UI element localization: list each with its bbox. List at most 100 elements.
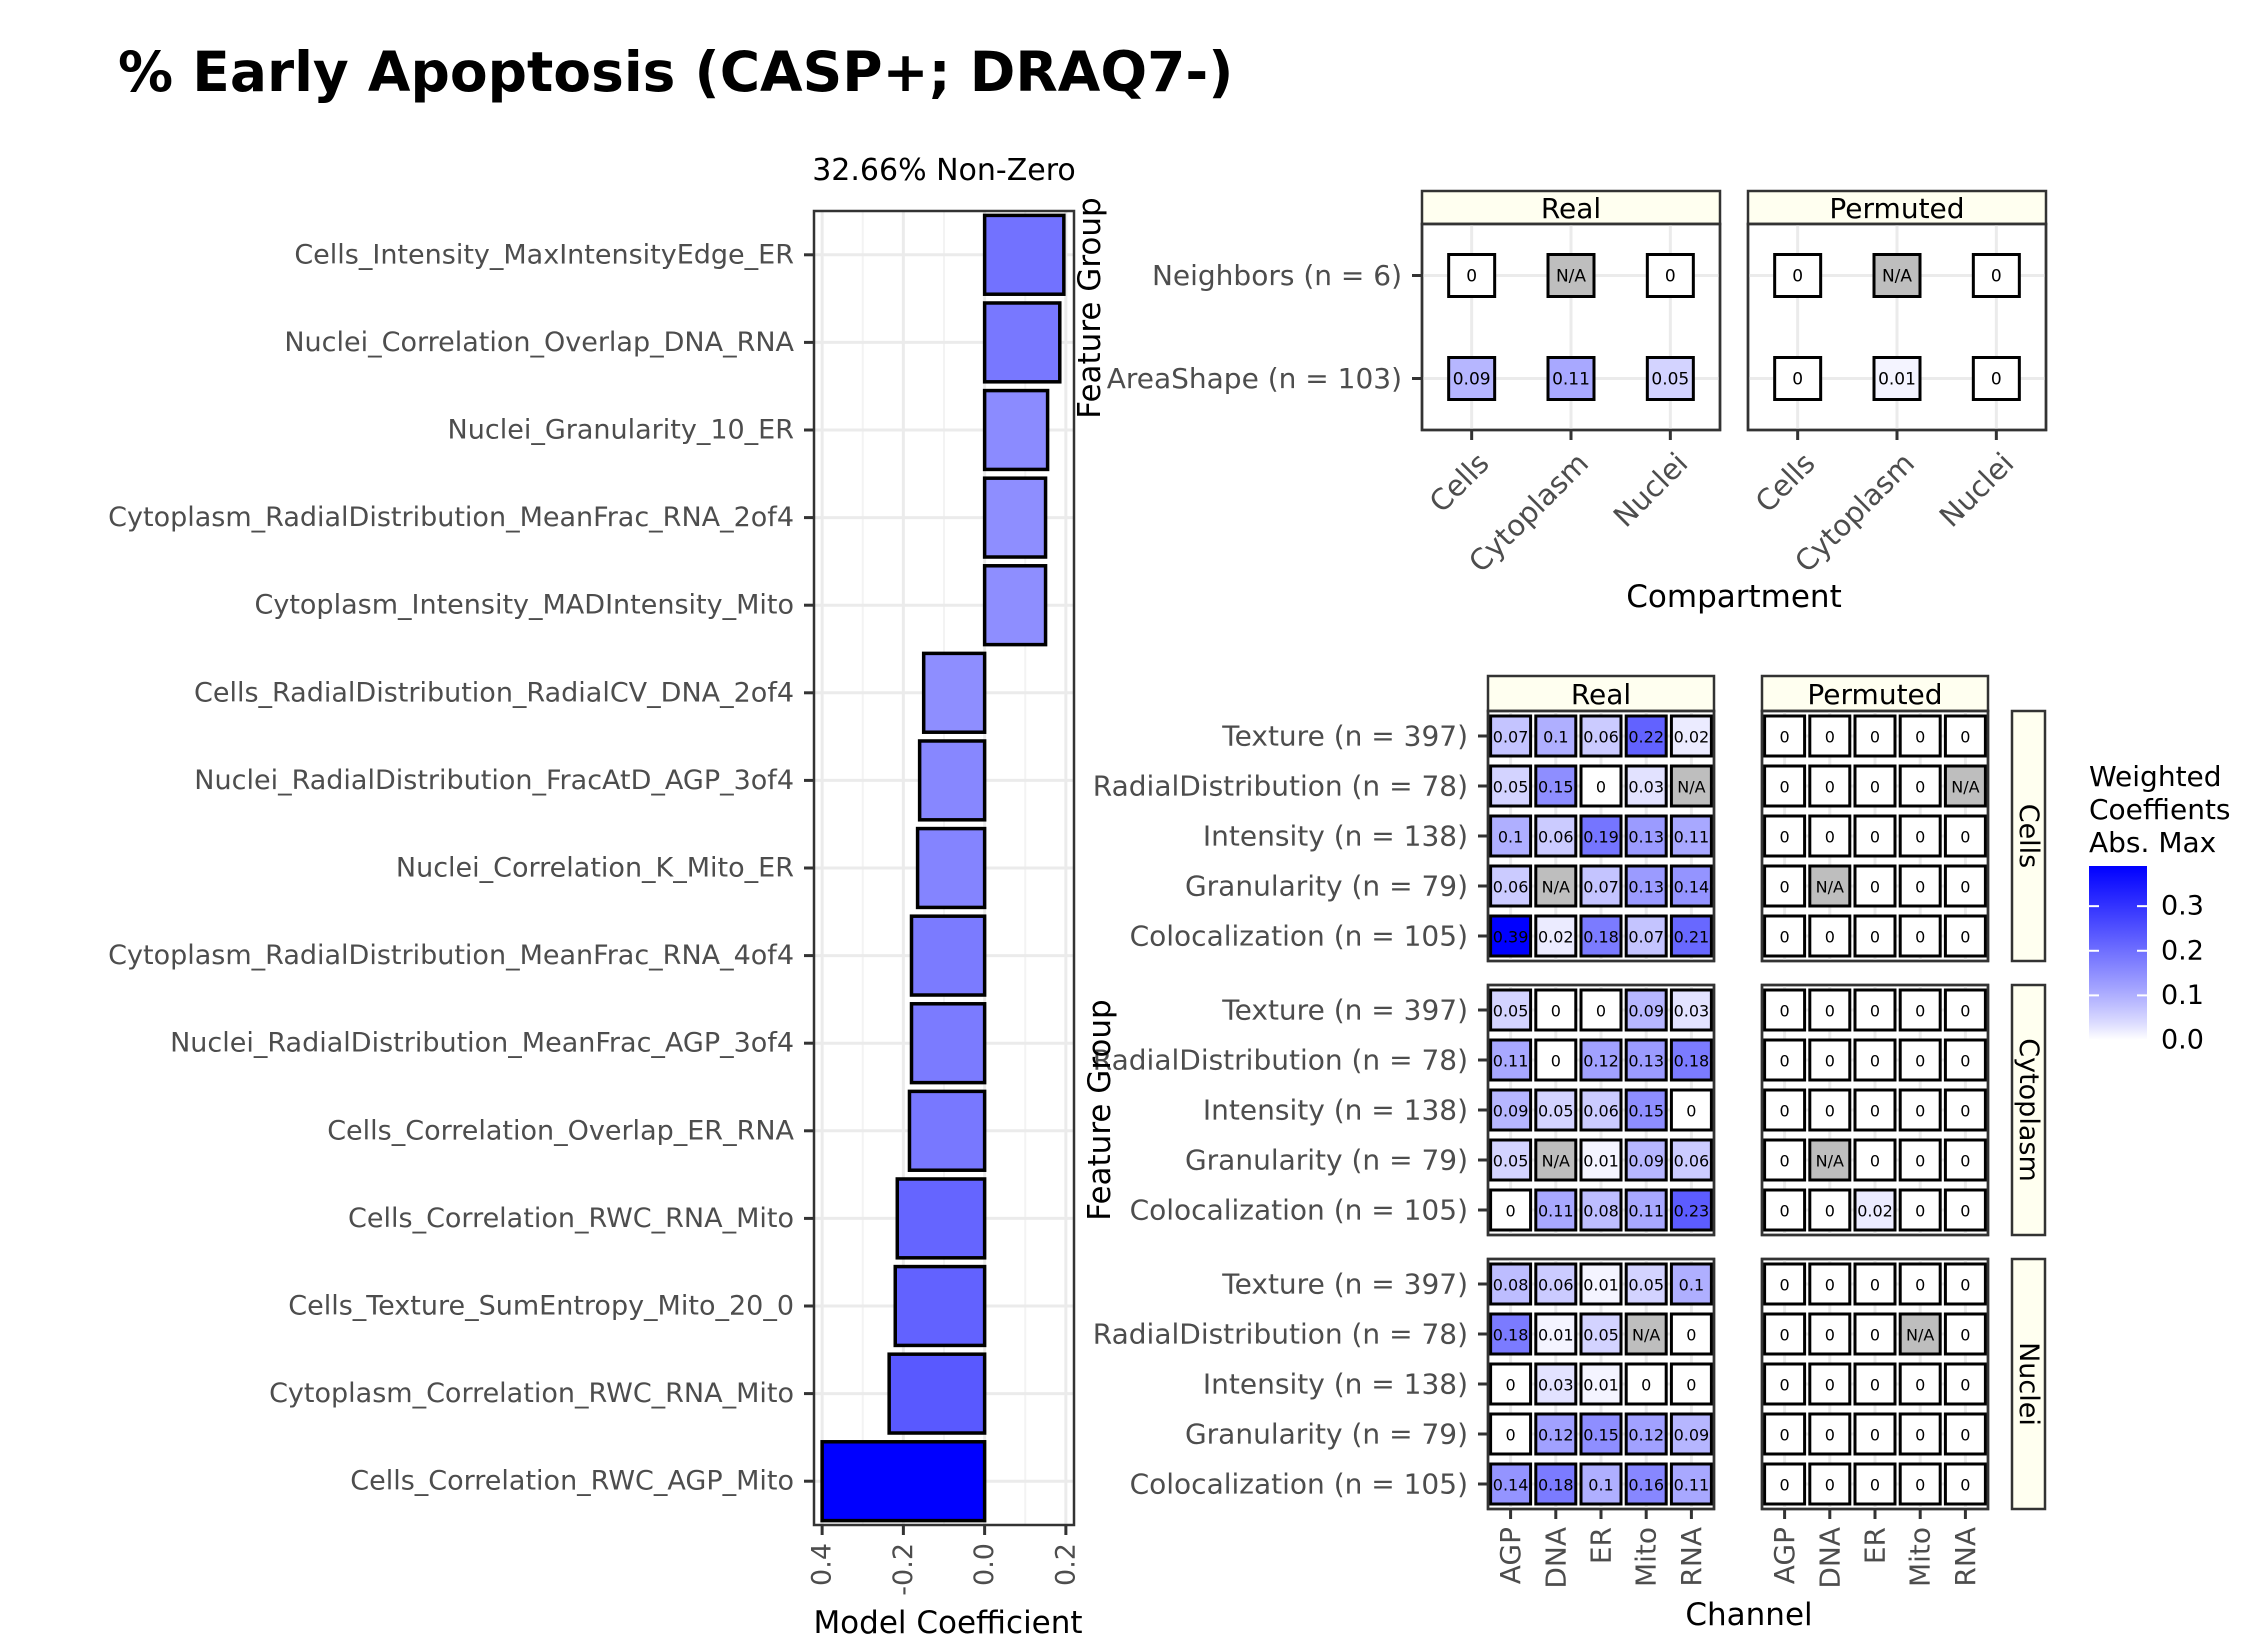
cell-value-label: 0.39 — [1493, 928, 1529, 947]
heatmap-cell — [1579, 1188, 1623, 1232]
cell-value-label: 0 — [1915, 1152, 1925, 1171]
heatmap-cell — [1808, 1362, 1852, 1406]
heatmap-cell — [1898, 1088, 1942, 1132]
legend-title: Coeffients — [2089, 793, 2231, 826]
heatmap-cell — [1853, 1362, 1897, 1406]
heatmap-cell — [1579, 1038, 1623, 1082]
heatmap-cell — [1898, 1362, 1942, 1406]
cell-value-label: 0 — [1991, 370, 2002, 390]
cell-value-label: 0 — [1780, 1376, 1790, 1395]
cell-value-label: 0.06 — [1538, 828, 1574, 847]
heatmap-cell — [1489, 814, 1533, 858]
cell-value-label: 0 — [1915, 878, 1925, 897]
cell-value-label: 0.11 — [1493, 1052, 1529, 1071]
x-tick-label: Mito — [1630, 1527, 1663, 1587]
cell-value-label: 0.1 — [1498, 828, 1523, 847]
cell-value-label: 0.08 — [1583, 1202, 1619, 1221]
facet-strip-label: Cytoplasm — [2013, 1038, 2044, 1182]
heatmap-cell — [1489, 1038, 1533, 1082]
cell-value-label: 0 — [1991, 267, 2002, 287]
y-tick-label: Granularity (n = 79) — [1185, 1418, 1468, 1451]
heatmap-cell — [1943, 1362, 1987, 1406]
cell-value-label: 0 — [1960, 1102, 1970, 1121]
y-tick-label: Texture (n = 397) — [1221, 1268, 1468, 1301]
heatmap-cell — [1763, 1462, 1807, 1506]
cell-value-label: 0 — [1825, 828, 1835, 847]
bar — [909, 1002, 987, 1085]
cell-value-label: 0 — [1960, 878, 1970, 897]
cell-value-label: 0 — [1780, 1052, 1790, 1071]
heatmap-cell — [1773, 253, 1823, 298]
heatmap-cell — [1898, 1188, 1942, 1232]
cell-value-label: N/A — [1951, 778, 1979, 797]
cell-value-label: 0.1 — [1588, 1476, 1613, 1495]
cell-value-label: 0.05 — [1493, 1002, 1529, 1021]
heatmap-cell — [1534, 1088, 1578, 1132]
facet-strip-label: Nuclei — [2013, 1342, 2044, 1426]
heatmap-cell — [1579, 714, 1623, 758]
bar — [887, 1352, 987, 1435]
heatmap-cell — [1853, 1188, 1897, 1232]
heatmap-cell — [1763, 1138, 1807, 1182]
cell-value-label: 0 — [1870, 1476, 1880, 1495]
y-tick-label: Nuclei_RadialDistribution_FracAtD_AGP_3o… — [194, 765, 794, 796]
heatmap-cell — [1971, 253, 2021, 298]
heatmap-cell — [1624, 914, 1668, 958]
cell-value-label: 0 — [1686, 1102, 1696, 1121]
cell-value-label: 0.15 — [1628, 1102, 1664, 1121]
facet-strip — [1760, 674, 1990, 713]
heatmap-cell — [1763, 988, 1807, 1032]
heatmap-cell — [1534, 764, 1578, 808]
heatmap-cell — [1534, 1412, 1578, 1456]
cell-value-label: 0 — [1825, 1002, 1835, 1021]
heatmap-cell — [1489, 1188, 1533, 1232]
bar-subtitle: 32.66% Non-Zero — [812, 153, 1076, 188]
heatmap-cell — [1943, 1138, 1987, 1182]
heatmap-cell — [1853, 814, 1897, 858]
cell-value-label: 0 — [1960, 1326, 1970, 1345]
heatmap-cell — [1943, 1262, 1987, 1306]
heatmap-cell — [1624, 1088, 1668, 1132]
cell-value-label: 0 — [1466, 267, 1477, 287]
heatmap-cell — [1943, 914, 1987, 958]
heatmap-cell — [1534, 1138, 1578, 1182]
heatmap-cell — [1808, 1188, 1852, 1232]
heatmap-cell — [1579, 1312, 1623, 1356]
cell-value-label: 0 — [1825, 1476, 1835, 1495]
heatmap-cell — [1447, 356, 1497, 401]
bar — [982, 476, 1048, 559]
cell-value-label: 0.1 — [1679, 1276, 1704, 1295]
cell-value-label: 0.23 — [1674, 1202, 1710, 1221]
x-tick-label: 0.0 — [969, 1543, 1000, 1586]
heatmap-cell — [1669, 1312, 1713, 1356]
cell-value-label: 0 — [1780, 1426, 1790, 1445]
y-tick-label: Intensity (n = 138) — [1203, 1368, 1468, 1401]
heatmap-cell — [1579, 764, 1623, 808]
heatmap-panel-border — [1760, 983, 1990, 1237]
cell-value-label: N/A — [1542, 1152, 1570, 1171]
cell-value-label: N/A — [1632, 1326, 1660, 1345]
x-tick-label: Cells — [1749, 446, 1822, 519]
cell-value-label: 0 — [1915, 1052, 1925, 1071]
cell-value-label: 0 — [1960, 1476, 1970, 1495]
y-tick-label: Colocalization (n = 105) — [1130, 920, 1468, 953]
cell-value-label: 0 — [1915, 1426, 1925, 1445]
heatmap-cell — [1534, 1312, 1578, 1356]
cell-value-label: 0 — [1780, 1202, 1790, 1221]
cell-value-label: 0.05 — [1493, 778, 1529, 797]
cell-value-label: 0.09 — [1493, 1102, 1529, 1121]
heatmap-cell — [1763, 714, 1807, 758]
cell-value-label: 0 — [1870, 828, 1880, 847]
x-tick-label: Cells — [1423, 446, 1496, 519]
facet-strip — [2010, 1257, 2047, 1511]
heatmap-cell — [1534, 1462, 1578, 1506]
heatmap-cell — [1669, 1038, 1713, 1082]
heatmap-cell — [1853, 1312, 1897, 1356]
cell-value-label: 0 — [1641, 1376, 1651, 1395]
cell-value-label: 0.14 — [1674, 878, 1710, 897]
cell-value-label: 0 — [1825, 1102, 1835, 1121]
y-tick-label: Cells_Correlation_RWC_AGP_Mito — [350, 1466, 794, 1497]
cell-value-label: 0 — [1915, 928, 1925, 947]
heatmap-cell — [1489, 1412, 1533, 1456]
